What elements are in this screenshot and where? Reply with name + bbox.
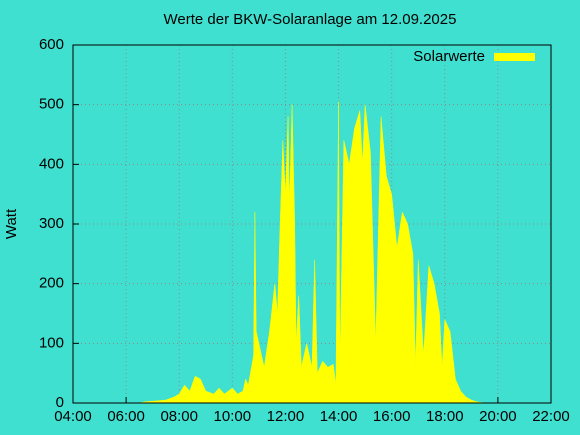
y-tick-label: 0 [56,394,64,411]
y-tick-label: 200 [39,275,64,292]
x-tick-label: 18:00 [426,408,464,425]
chart-title: Werte der BKW-Solaranlage am 12.09.2025 [164,11,457,28]
y-axis-label: Watt [3,208,20,239]
x-tick-label: 20:00 [479,408,517,425]
y-tick-label: 600 [39,36,64,53]
legend-label: Solarwerte [413,48,485,65]
x-tick-label: 10:00 [214,408,252,425]
x-tick-label: 08:00 [160,408,198,425]
plot-frame [72,44,552,404]
legend-swatch [494,53,535,61]
x-tick-label: 06:00 [107,408,145,425]
x-tick-label: 12:00 [267,408,305,425]
area [139,101,485,404]
y-tick-label: 500 [39,96,64,113]
y-tick-label: 400 [39,155,64,172]
y-tick-label: 100 [39,334,64,351]
x-tick-label: 16:00 [373,408,411,425]
x-tick-label: 22:00 [532,408,570,425]
x-tick-label: 14:00 [320,408,358,425]
x-tick-label: 04:00 [54,408,92,425]
y-tick-label: 300 [39,215,64,232]
